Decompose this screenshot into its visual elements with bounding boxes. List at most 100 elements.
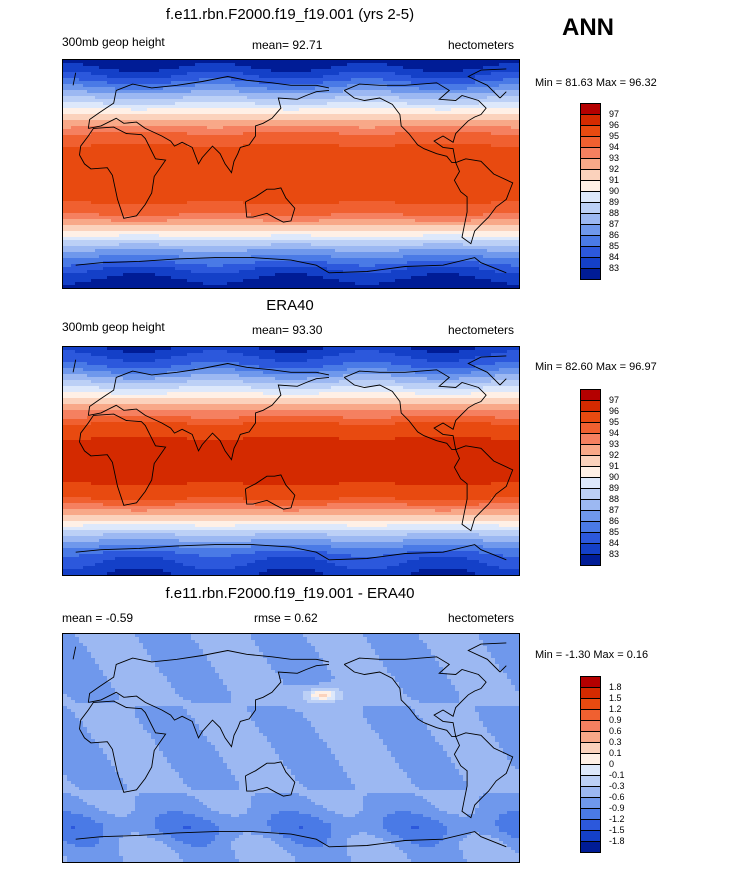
field-cell	[487, 108, 492, 112]
field-cell	[83, 168, 88, 172]
field-cell	[191, 153, 196, 157]
field-cell	[395, 120, 400, 124]
field-cell	[283, 81, 288, 85]
field-cell	[511, 123, 516, 127]
field-cell	[299, 60, 304, 64]
field-cell	[255, 129, 260, 133]
field-cell	[163, 144, 168, 148]
field-cell	[67, 177, 72, 181]
field-cell	[395, 153, 400, 157]
field-cell	[471, 162, 476, 166]
field-cell	[303, 168, 308, 172]
field-cell	[191, 180, 196, 184]
field-cell	[131, 174, 136, 178]
field-cell	[151, 60, 156, 64]
field-cell	[375, 60, 380, 64]
field-cell	[219, 84, 224, 88]
field-cell	[447, 102, 452, 106]
field-cell	[75, 66, 80, 70]
field-cell	[131, 75, 136, 79]
field-cell	[499, 81, 504, 85]
field-cell	[291, 171, 296, 175]
field-cell	[291, 168, 296, 172]
field-cell	[451, 90, 456, 94]
field-cell	[315, 150, 320, 154]
field-cell	[487, 183, 492, 187]
field-cell	[431, 78, 436, 82]
field-cell	[83, 63, 88, 67]
field-cell	[171, 174, 176, 178]
field-cell	[179, 150, 184, 154]
field-cell	[115, 156, 120, 160]
field-cell	[331, 135, 336, 139]
field-cell	[207, 174, 212, 178]
field-cell	[419, 90, 424, 94]
field-cell	[167, 108, 172, 112]
field-cell	[439, 171, 444, 175]
field-cell	[411, 69, 416, 73]
field-cell	[287, 171, 292, 175]
field-cell	[135, 165, 140, 169]
field-cell	[243, 90, 248, 94]
field-cell	[171, 186, 176, 190]
field-cell	[399, 144, 404, 148]
field-cell	[167, 117, 172, 121]
field-cell	[379, 75, 384, 79]
field-cell	[375, 81, 380, 85]
field-cell	[103, 75, 108, 79]
field-cell	[123, 150, 128, 154]
field-cell	[167, 168, 172, 172]
field-cell	[247, 159, 252, 163]
field-cell	[295, 183, 300, 187]
field-cell	[507, 135, 512, 139]
field-cell	[355, 93, 360, 97]
field-cell	[183, 105, 188, 109]
field-cell	[351, 132, 356, 136]
field-cell	[67, 99, 72, 103]
field-cell	[219, 60, 224, 64]
field-cell	[491, 144, 496, 148]
field-cell	[143, 147, 148, 151]
panel1-mean-label: mean= 92.71	[252, 38, 322, 52]
field-cell	[339, 63, 344, 67]
field-cell	[215, 132, 220, 136]
field-cell	[103, 78, 108, 82]
field-cell	[435, 114, 440, 118]
field-cell	[455, 69, 460, 73]
field-cell	[335, 63, 340, 67]
field-cell	[491, 87, 496, 91]
field-cell	[115, 123, 120, 127]
field-cell	[63, 129, 68, 133]
field-cell	[211, 78, 216, 82]
field-cell	[283, 153, 288, 157]
field-cell	[363, 126, 368, 130]
field-cell	[451, 75, 456, 79]
field-cell	[143, 90, 148, 94]
field-cell	[275, 105, 280, 109]
field-cell	[255, 177, 260, 181]
field-cell	[431, 84, 436, 88]
field-cell	[191, 171, 196, 175]
field-cell	[99, 132, 104, 136]
field-cell	[299, 105, 304, 109]
field-cell	[111, 120, 116, 124]
field-cell	[155, 123, 160, 127]
field-cell	[111, 141, 116, 145]
field-cell	[79, 171, 84, 175]
field-cell	[167, 72, 172, 76]
field-cell	[255, 141, 260, 145]
field-cell	[515, 96, 519, 100]
field-cell	[399, 108, 404, 112]
field-cell	[103, 123, 108, 127]
field-cell	[267, 60, 272, 64]
field-cell	[119, 105, 124, 109]
field-cell	[423, 141, 428, 145]
field-cell	[211, 147, 216, 151]
field-cell	[263, 69, 268, 73]
field-cell	[211, 186, 216, 190]
field-cell	[275, 66, 280, 70]
field-cell	[67, 129, 72, 133]
field-cell	[383, 171, 388, 175]
field-cell	[443, 90, 448, 94]
field-cell	[203, 180, 208, 184]
